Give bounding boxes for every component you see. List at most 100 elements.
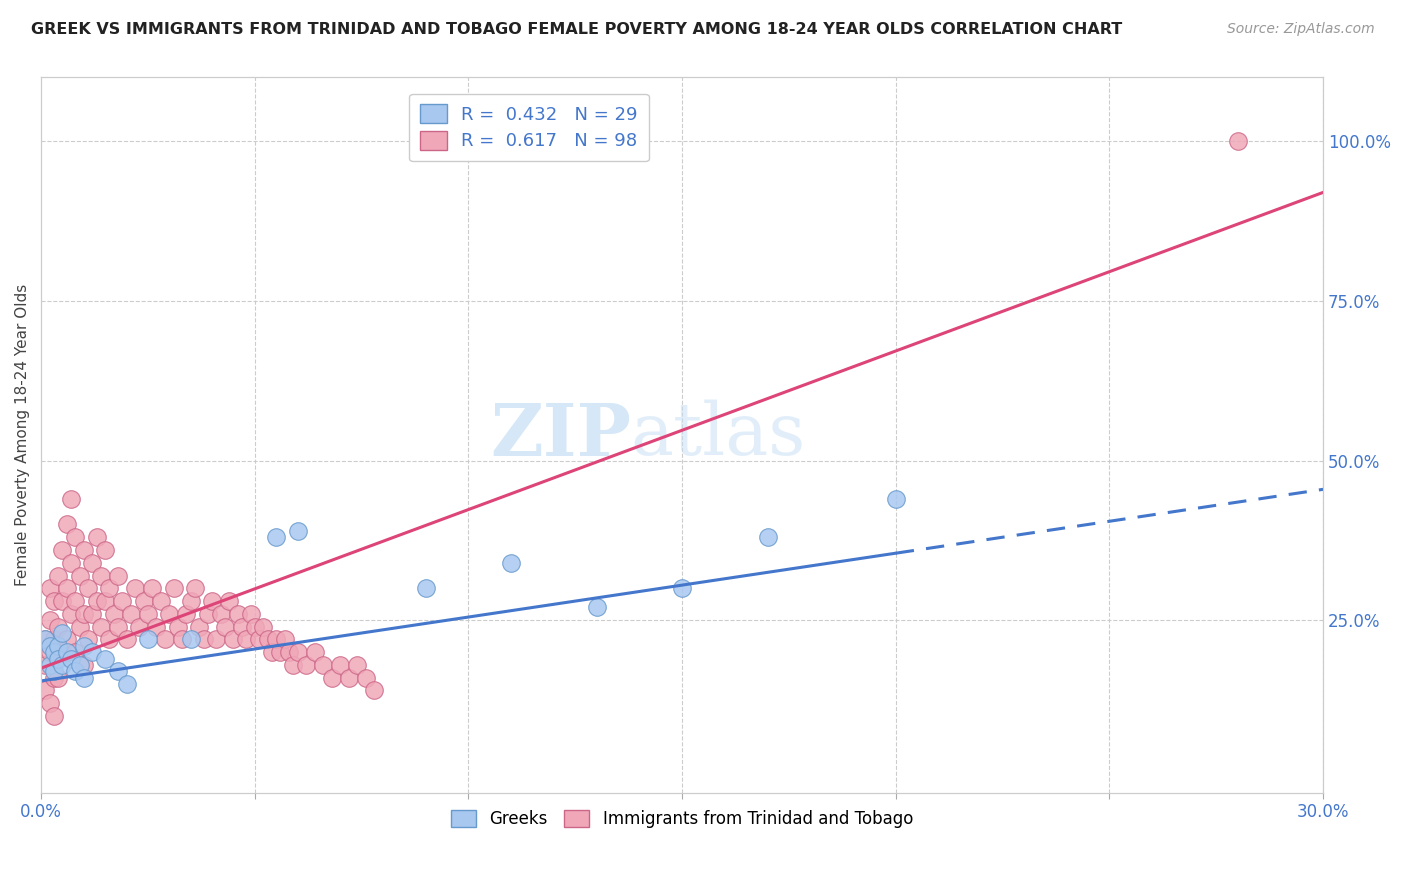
Point [363, 683, 385, 698]
Point [115, 677, 138, 691]
Point [329, 657, 352, 672]
Point [141, 582, 163, 596]
Point [128, 619, 150, 633]
Point [188, 619, 211, 633]
Point [111, 594, 134, 608]
Point [34, 657, 56, 672]
Point [1226, 134, 1249, 148]
Point [153, 632, 176, 647]
Point [55, 645, 77, 659]
Point [34, 683, 56, 698]
Point [51, 657, 73, 672]
Point [69, 619, 91, 633]
Point [69, 568, 91, 582]
Point [157, 607, 180, 621]
Point [34, 632, 56, 647]
Point [145, 619, 167, 633]
Point [193, 632, 215, 647]
Point [69, 657, 91, 672]
Point [107, 619, 129, 633]
Point [77, 632, 100, 647]
Text: Source: ZipAtlas.com: Source: ZipAtlas.com [1227, 22, 1375, 37]
Point [209, 607, 232, 621]
Point [243, 619, 266, 633]
Point [180, 632, 202, 647]
Point [149, 594, 172, 608]
Point [82, 607, 104, 621]
Y-axis label: Female Poverty Among 18-24 Year Olds: Female Poverty Among 18-24 Year Olds [15, 284, 30, 586]
Point [287, 524, 309, 538]
Point [415, 582, 437, 596]
Point [51, 626, 73, 640]
Point [73, 671, 96, 685]
Point [346, 657, 368, 672]
Point [73, 543, 96, 558]
Point [46, 671, 69, 685]
Point [201, 594, 224, 608]
Point [312, 657, 335, 672]
Point [65, 665, 87, 679]
Point [42, 594, 65, 608]
Legend: Greeks, Immigrants from Trinidad and Tobago: Greeks, Immigrants from Trinidad and Tob… [444, 803, 920, 834]
Point [38, 645, 60, 659]
Point [51, 543, 73, 558]
Point [172, 632, 194, 647]
Point [756, 530, 779, 544]
Point [337, 671, 360, 685]
Text: GREEK VS IMMIGRANTS FROM TRINIDAD AND TOBAGO FEMALE POVERTY AMONG 18-24 YEAR OLD: GREEK VS IMMIGRANTS FROM TRINIDAD AND TO… [31, 22, 1122, 37]
Point [180, 594, 202, 608]
Point [103, 607, 125, 621]
Point [197, 607, 219, 621]
Point [98, 632, 121, 647]
Point [42, 665, 65, 679]
Point [90, 568, 112, 582]
Point [38, 696, 60, 710]
Point [77, 582, 100, 596]
Point [42, 671, 65, 685]
Point [65, 530, 87, 544]
Point [94, 651, 117, 665]
Point [86, 594, 108, 608]
Point [60, 651, 83, 665]
Point [60, 491, 83, 506]
Point [46, 651, 69, 665]
Point [585, 600, 607, 615]
Point [218, 594, 240, 608]
Point [354, 671, 377, 685]
Point [287, 645, 309, 659]
Point [115, 632, 138, 647]
Point [51, 645, 73, 659]
Point [73, 639, 96, 653]
Point [671, 582, 693, 596]
Point [55, 582, 77, 596]
Point [252, 619, 274, 633]
Point [295, 657, 318, 672]
Point [65, 645, 87, 659]
Point [167, 619, 190, 633]
Point [107, 665, 129, 679]
Point [184, 582, 207, 596]
Point [136, 607, 159, 621]
Point [260, 645, 283, 659]
Point [94, 543, 117, 558]
Point [239, 607, 262, 621]
Text: ZIP: ZIP [489, 400, 631, 471]
Point [38, 582, 60, 596]
Point [73, 607, 96, 621]
Point [283, 657, 305, 672]
Point [214, 619, 236, 633]
Point [55, 517, 77, 532]
Point [264, 530, 287, 544]
Point [73, 657, 96, 672]
Point [86, 530, 108, 544]
Point [38, 657, 60, 672]
Point [46, 619, 69, 633]
Point [304, 645, 326, 659]
Point [46, 639, 69, 653]
Point [264, 632, 287, 647]
Point [176, 607, 198, 621]
Point [231, 619, 253, 633]
Point [226, 607, 249, 621]
Point [501, 556, 523, 570]
Point [82, 645, 104, 659]
